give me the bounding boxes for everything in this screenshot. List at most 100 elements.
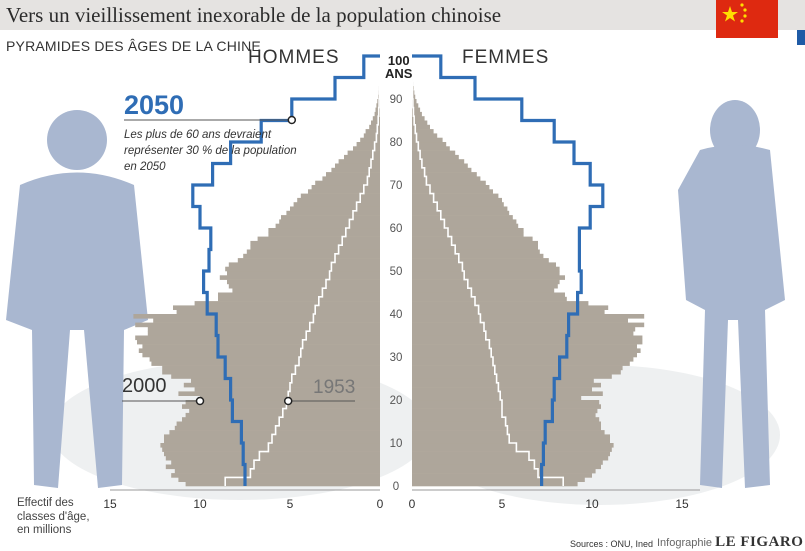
credit: Infographie LE FIGARO	[657, 534, 803, 551]
y-tick: 80	[390, 137, 403, 149]
bar-women-2000	[412, 409, 597, 414]
bar-men-2000	[301, 194, 380, 199]
bar-women-2000	[412, 280, 560, 285]
bar-men-2000	[312, 185, 380, 190]
bar-women-2000	[412, 164, 468, 169]
bar-men-2000	[186, 482, 380, 487]
bar-men-2000	[268, 228, 380, 233]
bar-men-2000	[162, 447, 380, 452]
bar-men-2000	[250, 245, 380, 250]
bar-men-2000	[247, 250, 380, 255]
bar-men-2000	[135, 336, 380, 341]
sources: Sources : ONU, Ined	[570, 539, 653, 549]
y-tick: 0	[393, 481, 399, 493]
x-tick-men: 0	[377, 497, 384, 511]
bar-women-2000	[412, 293, 565, 298]
bar-women-2000	[412, 168, 471, 173]
bar-women-2000	[412, 331, 633, 336]
bar-women-2000	[412, 383, 601, 388]
bar-women-2000	[412, 237, 533, 242]
bar-men-2000	[279, 219, 380, 224]
bar-women-2000	[412, 353, 637, 358]
bar-women-2000	[412, 172, 477, 177]
bar-women-2000	[412, 215, 513, 220]
bar-men-2000	[335, 164, 380, 169]
bar-men-2000	[229, 262, 380, 267]
bar-women-2000	[412, 241, 538, 246]
x-tick-women: 5	[499, 497, 506, 511]
bar-men-2000	[225, 267, 380, 272]
label-2050: 2050	[124, 90, 184, 121]
bar-women-2000	[412, 250, 540, 255]
x-tick-men: 15	[103, 497, 117, 511]
age-unit-label: ANS	[385, 67, 412, 80]
bar-women-2000	[412, 379, 594, 384]
bar-men-2000	[171, 460, 380, 465]
bar-men-2000	[182, 404, 380, 409]
bar-men-2000	[250, 241, 380, 246]
bar-women-2000	[412, 301, 588, 306]
bar-women-2000	[412, 181, 486, 186]
bar-women-2000	[412, 314, 644, 319]
bar-women-2000	[412, 224, 518, 229]
bar-men-2000	[166, 456, 380, 461]
bar-men-2000	[142, 344, 380, 349]
y-tick: 60	[390, 223, 403, 235]
bar-men-2000	[227, 271, 380, 276]
bar-men-2000	[290, 207, 380, 212]
bar-women-2000	[412, 456, 608, 461]
bar-men-2000	[276, 224, 380, 229]
bar-women-2000	[412, 202, 504, 207]
bar-women-2000	[412, 323, 644, 328]
bar-men-2000	[218, 293, 380, 298]
bar-women-2000	[412, 245, 538, 250]
bar-men-2000	[178, 477, 380, 482]
bar-women-2000	[412, 207, 507, 212]
bar-men-2000	[297, 198, 380, 203]
bar-men-2000	[133, 314, 380, 319]
bar-men-2000	[164, 452, 380, 457]
bar-women-2000	[412, 434, 610, 439]
bar-men-2000	[229, 284, 380, 289]
women-label: FEMMES	[462, 47, 549, 69]
bar-men-2000	[238, 258, 380, 263]
bar-men-2000	[171, 473, 380, 478]
bar-men-2000	[162, 366, 380, 371]
bar-women-2000	[412, 288, 554, 293]
y-tick: 20	[390, 395, 403, 407]
credit-brand: LE FIGARO	[715, 534, 803, 550]
bar-men-2000	[148, 331, 380, 336]
bar-women-2000	[412, 267, 560, 272]
bar-men-2000	[243, 254, 380, 259]
bar-men-2000	[142, 353, 380, 358]
bar-women-2000	[412, 176, 480, 181]
bar-women-2000	[412, 297, 567, 302]
bar-women-2000	[412, 262, 556, 267]
bar-men-2000	[175, 469, 380, 474]
bar-men-2000	[308, 189, 380, 194]
marker-2000	[197, 398, 204, 405]
note-2050: Les plus de 60 ans devraient représenter…	[124, 127, 304, 175]
bar-women-2000	[412, 460, 603, 465]
bar-women-2000	[412, 232, 524, 237]
bar-women-2000	[412, 387, 592, 392]
bar-men-2000	[135, 323, 380, 328]
label-1953: 1953	[313, 377, 355, 399]
y-tick: 40	[390, 309, 403, 321]
bar-men-2000	[137, 340, 380, 345]
credit-prefix: Infographie	[657, 537, 712, 549]
bar-women-2000	[412, 275, 565, 280]
x-tick-women: 15	[675, 497, 689, 511]
bar-women-2000	[412, 452, 610, 457]
bar-men-2000	[344, 155, 380, 160]
x-axis-label: Effectif des classes d'âge, en millions	[17, 497, 92, 538]
bar-women-2000	[412, 271, 560, 276]
bar-men-2000	[281, 215, 380, 220]
bar-women-2000	[412, 198, 502, 203]
bar-women-2000	[412, 370, 621, 375]
bar-women-2000	[412, 404, 601, 409]
bar-women-2000	[412, 185, 489, 190]
bar-women-2000	[412, 189, 493, 194]
bar-men-2000	[162, 370, 380, 375]
bar-women-2000	[412, 327, 635, 332]
